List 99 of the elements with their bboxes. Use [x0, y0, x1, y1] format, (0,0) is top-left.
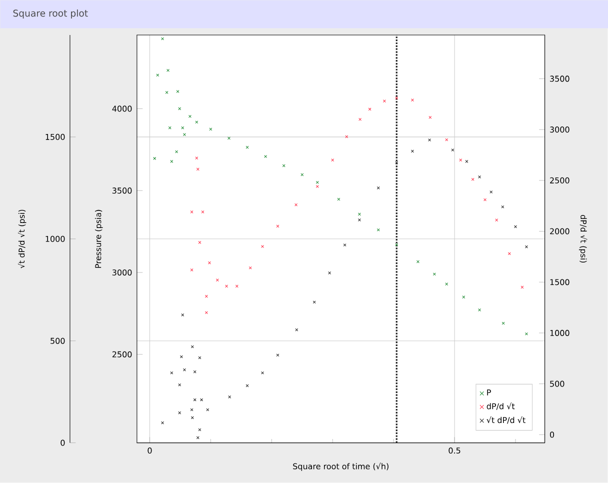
point [395, 96, 398, 100]
point [514, 225, 518, 228]
point [182, 368, 186, 372]
point [524, 245, 528, 248]
point [261, 371, 264, 374]
y-axis-title: √t dP/d √t (psi) [18, 210, 26, 268]
y3-axis-title: Pressure (psia) [94, 210, 103, 268]
point [190, 345, 194, 348]
point [502, 322, 505, 325]
y-tick-label: 0 [60, 440, 65, 446]
y-tick-label: 1000 [46, 236, 65, 242]
point [484, 198, 487, 202]
point [248, 266, 252, 270]
point [410, 98, 414, 102]
y2-axis-title: dP/d √t (psi) [578, 215, 588, 263]
point [416, 260, 420, 264]
point [201, 210, 204, 214]
y3-tick-label: 4000 [112, 106, 132, 112]
point [178, 107, 182, 110]
point [508, 252, 511, 256]
point [190, 416, 194, 420]
y2-tick-label: 1500 [550, 279, 570, 286]
x-tick-label: 0.5 [448, 448, 460, 454]
y3-tick-label: 2500 [112, 351, 132, 358]
point [178, 411, 182, 414]
point [225, 284, 228, 288]
point [196, 168, 200, 171]
point [276, 224, 280, 228]
point [227, 136, 230, 140]
point [180, 355, 183, 358]
point [235, 284, 238, 288]
point [490, 190, 493, 194]
point [175, 150, 178, 154]
point [358, 118, 362, 121]
y2-tick-label: 2500 [550, 177, 570, 184]
point [459, 158, 462, 162]
point [198, 241, 202, 244]
point [206, 408, 210, 412]
point [188, 115, 192, 118]
point [200, 398, 204, 402]
point [195, 120, 198, 124]
point [316, 185, 319, 188]
point [524, 332, 528, 336]
point [501, 205, 504, 208]
point [478, 176, 482, 179]
point [204, 294, 208, 298]
point [428, 138, 432, 142]
y2-tick-label: 500 [550, 380, 564, 387]
point [264, 155, 268, 158]
point [190, 210, 194, 214]
point [170, 160, 174, 164]
point [170, 371, 174, 374]
legend-label: P [487, 390, 491, 396]
point [294, 203, 298, 206]
point [471, 178, 474, 181]
text: Square root plot [13, 10, 88, 19]
y2-tick-label: 1000 [550, 330, 570, 336]
x-axis-title: Square root of time (√h) [293, 462, 388, 471]
legend-label: √t dP/d √t [486, 416, 526, 424]
point [161, 421, 164, 424]
point [246, 146, 249, 149]
point [343, 244, 346, 247]
y-tick-label: 500 [50, 338, 65, 344]
point [165, 91, 168, 94]
point [395, 243, 398, 246]
point [451, 148, 454, 152]
point [208, 261, 211, 264]
point [190, 268, 194, 272]
point [376, 228, 380, 232]
point [196, 436, 200, 440]
point [193, 398, 196, 402]
point [331, 158, 334, 162]
y2-tick-label: 3000 [550, 126, 570, 133]
point [462, 296, 466, 299]
point [153, 157, 156, 160]
point [166, 68, 170, 72]
point [209, 128, 212, 131]
point [276, 354, 280, 357]
point [445, 138, 448, 142]
y2-tick-label: 2000 [550, 228, 570, 234]
point [465, 160, 468, 164]
y2-tick-label: 0 [550, 432, 554, 438]
point [190, 408, 194, 412]
point [204, 311, 208, 314]
point [312, 300, 316, 304]
y3-tick-label: 3000 [112, 270, 132, 276]
point [358, 212, 361, 216]
y3-tick-label: 3500 [112, 188, 132, 194]
point [156, 74, 160, 77]
legend-label: dP/d √t [486, 402, 515, 410]
point [181, 314, 184, 317]
y-tick-label: 1500 [46, 134, 65, 140]
y2-tick-label: 3500 [550, 76, 570, 82]
point [161, 37, 164, 40]
point [376, 186, 380, 190]
point [195, 156, 198, 160]
point [176, 90, 180, 94]
point [182, 133, 186, 136]
point [410, 150, 414, 153]
